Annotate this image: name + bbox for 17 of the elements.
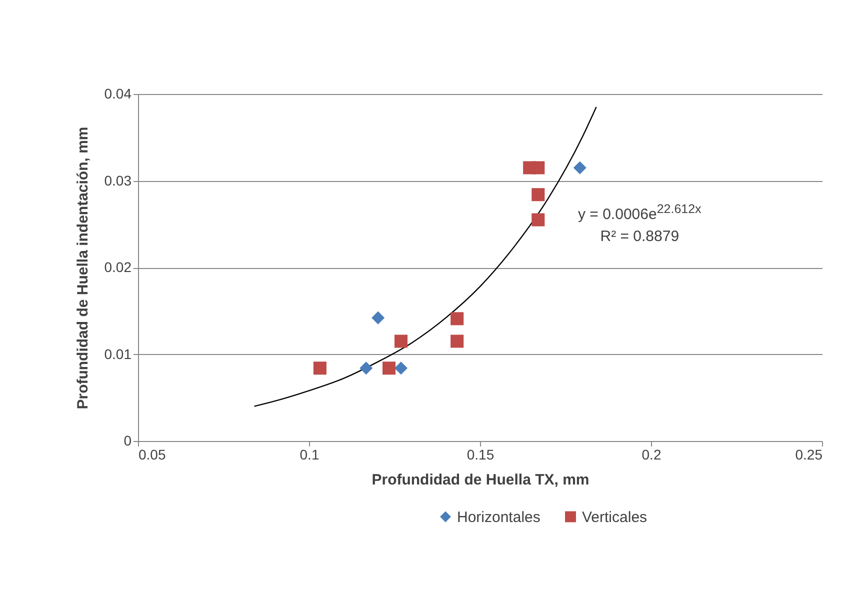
x-tick-label: 0.1	[300, 446, 320, 462]
x-tick-label: 0.25	[795, 446, 823, 462]
y-axis-title: Profundidad de Huella indentación, mm	[74, 126, 92, 410]
x-tick-label: 0.15	[466, 446, 494, 462]
annotation: y = 0.0006e$^{22.612x}$	[578, 201, 702, 225]
y-tick-label: 0.02	[104, 259, 132, 275]
line-series	[254, 106, 597, 407]
legend-label: Verticales	[582, 508, 648, 526]
y-tick-label: 0.04	[104, 86, 132, 102]
annotation: R² = 0.8879	[599, 227, 680, 247]
legend-label: Horizontales	[457, 508, 540, 526]
x-tick-label: 0.2	[642, 446, 662, 462]
x-axis-title: Profundidad de Huella TX, mm	[372, 472, 590, 488]
x-tick-label: 0.05	[138, 446, 166, 462]
y-tick-label: 0.01	[104, 346, 132, 362]
y-tick-label: 0.03	[104, 172, 132, 188]
y-tick-label: 0	[124, 432, 132, 448]
